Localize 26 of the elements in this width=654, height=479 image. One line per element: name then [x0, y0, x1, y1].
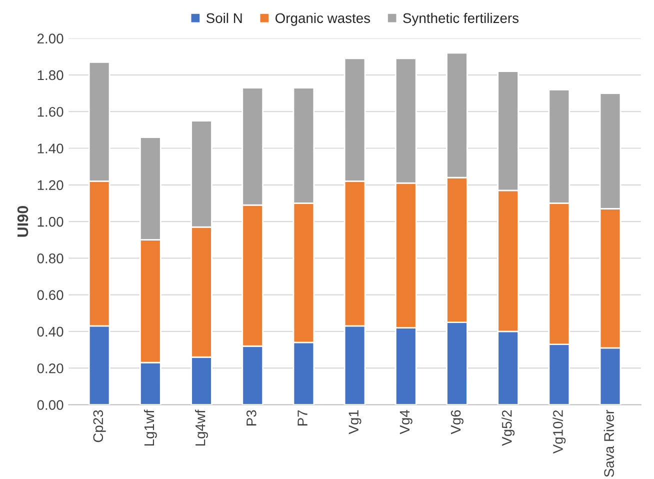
y-tick-label: 0.80 — [37, 254, 64, 264]
legend-label: Organic wastes — [275, 12, 370, 26]
x-tick-label: Cp23 — [93, 410, 106, 442]
x-tick-label: Vg6 — [450, 410, 464, 434]
x-tick-label: Vg1 — [348, 410, 362, 434]
y-tick-label: 0.60 — [37, 290, 64, 300]
x-tick-label: Lg4wf — [195, 410, 208, 446]
y-tick-label: 1.60 — [38, 106, 64, 117]
legend-label: Soil N — [206, 12, 242, 24]
y-tick-label: 0.00 — [37, 400, 64, 410]
y-tick-label: 0.40 — [37, 326, 64, 337]
x-tick-label: Sava River — [604, 410, 614, 477]
y-tick-label: 0.20 — [37, 363, 64, 374]
x-tick-label: Lg1wf — [144, 410, 157, 446]
x-tick-label: Vg4 — [400, 410, 412, 434]
legend-label: Synthetic fertilizers — [403, 12, 519, 26]
y-tick-label: 1.40 — [38, 144, 64, 154]
y-axis-title: UI90 — [17, 206, 28, 237]
x-tick-label: P3 — [246, 410, 256, 426]
x-tick-label: Vg5/2 — [502, 410, 515, 446]
x-tick-label: Vg10/2 — [552, 410, 566, 454]
y-tick-label: 2.00 — [37, 34, 64, 44]
y-tick-label: 1.80 — [38, 70, 64, 80]
x-tick-label: P7 — [298, 410, 308, 426]
y-tick-label: 1.20 — [38, 180, 64, 190]
y-tick-label: 1.00 — [38, 216, 64, 227]
